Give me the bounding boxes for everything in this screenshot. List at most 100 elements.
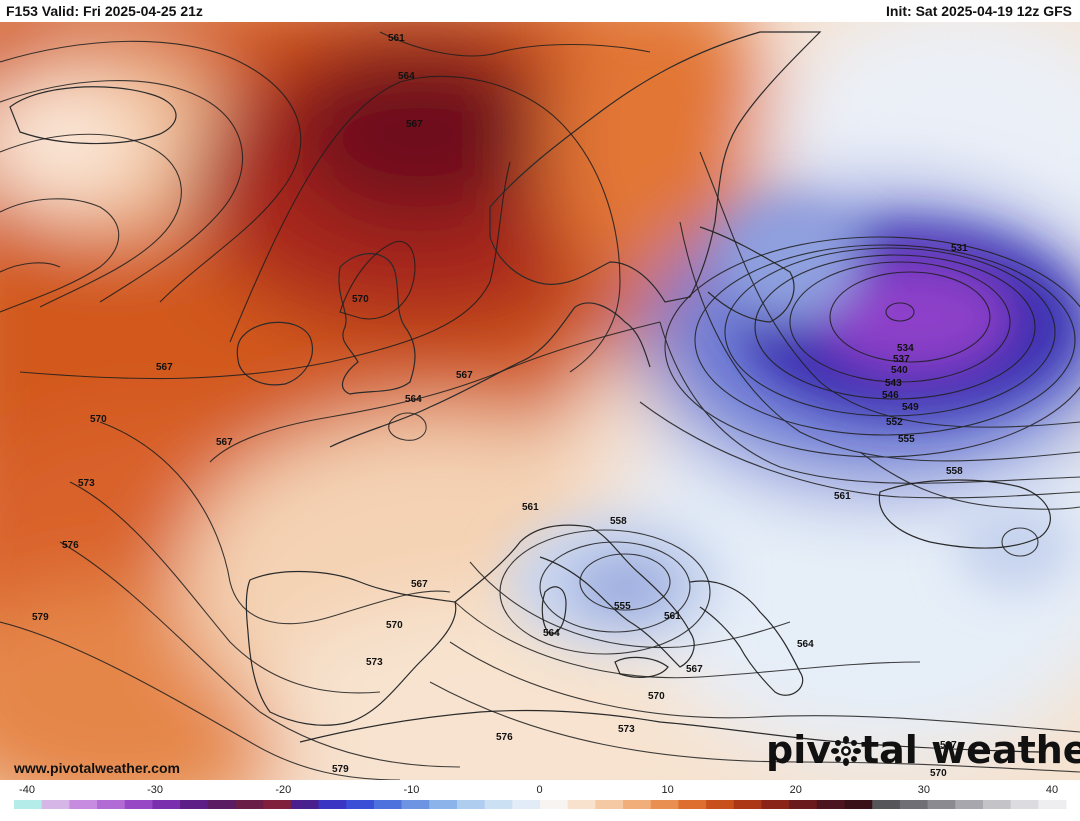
contour-label: 552	[886, 417, 903, 428]
colorbar-swatch	[456, 800, 486, 809]
colorbar-tick-labels: -40 -30 -20 -10 0 10 20 30 40	[19, 784, 1058, 796]
contour-label: 561	[388, 33, 405, 44]
colorbar-swatch	[595, 800, 624, 809]
height-contours	[0, 31, 1080, 780]
colorbar-swatch	[623, 800, 652, 809]
contour-label: 540	[891, 365, 908, 376]
contour-label: 531	[951, 243, 968, 254]
colorbar-swatch	[733, 800, 762, 809]
valid-time-label: F153 Valid: Fri 2025-04-25 21z	[6, 3, 203, 19]
colorbar-swatch	[401, 800, 430, 809]
colorbar-tick-label: -20	[275, 784, 291, 796]
map-svg: 561 564 567 570 567 567 564 567 570 573 …	[0, 22, 1080, 780]
colorbar-tick-label: 20	[790, 784, 802, 796]
color-scale-bar: -40 -30 -20 -10 0 10 20 30 40	[0, 780, 1080, 821]
header-bar: F153 Valid: Fri 2025-04-25 21z Init: Sat…	[0, 0, 1080, 22]
colorbar-swatch	[484, 800, 513, 809]
colorbar-swatch	[346, 800, 375, 809]
colorbar-tick-label: 10	[661, 784, 673, 796]
contour-label: 546	[882, 390, 899, 401]
contour-label: 561	[664, 611, 681, 622]
colorbar-swatch	[429, 800, 458, 809]
contour-label: 567	[156, 362, 173, 373]
contour-label: 573	[366, 657, 383, 668]
colorbar-swatch	[124, 800, 153, 809]
contour-label: 567	[940, 740, 957, 751]
colorbar-swatch	[318, 800, 347, 809]
weather-map: 561 564 567 570 567 567 564 567 570 573 …	[0, 22, 1080, 780]
colorbar-swatch	[373, 800, 403, 809]
contour-label: 567	[216, 437, 233, 448]
init-time-label: Init: Sat 2025-04-19 12z GFS	[886, 3, 1072, 19]
colorbar-swatch	[844, 800, 873, 809]
color-scale-svg: -40 -30 -20 -10 0 10 20 30 40	[14, 784, 1067, 809]
contour-label: 555	[614, 601, 631, 612]
contour-label: 570	[352, 294, 369, 305]
contour-label: 567	[411, 579, 428, 590]
colorbar-swatch	[789, 800, 818, 809]
contour-label: 558	[946, 466, 963, 477]
colorbar-swatch	[97, 800, 126, 809]
colorbar-swatch	[955, 800, 984, 809]
contour-label: 567	[686, 664, 703, 675]
colorbar-swatches	[14, 800, 1067, 809]
watermark-text-right: tal weather	[861, 728, 1080, 772]
contour-label: 543	[885, 378, 902, 389]
colorbar-swatch	[872, 800, 901, 809]
contour-label: 561	[834, 491, 851, 502]
colorbar-swatch	[290, 800, 320, 809]
contour-label: 573	[618, 724, 635, 735]
contour-label: 549	[902, 402, 919, 413]
colorbar-swatch	[263, 800, 292, 809]
colorbar-swatch	[207, 800, 236, 809]
colorbar-swatch	[1010, 800, 1039, 809]
contour-label: 570	[90, 414, 107, 425]
colorbar-swatch	[1038, 800, 1067, 809]
contour-label: 579	[32, 612, 49, 623]
contour-label: 570	[930, 768, 947, 779]
contour-label: 579	[332, 764, 349, 775]
contour-label: 576	[62, 540, 79, 551]
colorbar-swatch	[512, 800, 541, 809]
contour-label: 576	[496, 732, 513, 743]
colorbar-tick-label: 0	[536, 784, 542, 796]
colorbar-swatch	[706, 800, 735, 809]
colorbar-swatch	[152, 800, 181, 809]
colorbar-swatch	[927, 800, 956, 809]
temperature-field	[0, 22, 1080, 780]
contour-label: 537	[893, 354, 910, 365]
sun-flower-icon	[831, 736, 861, 766]
contour-labels: 561 564 567 570 567 567 564 567 570 573 …	[32, 33, 968, 779]
colorbar-swatch	[69, 800, 98, 809]
contour-label: 570	[648, 691, 665, 702]
contour-label: 561	[522, 502, 539, 513]
website-label: www.pivotalweather.com	[14, 760, 180, 776]
coastlines	[9, 31, 1051, 753]
colorbar-tick-label: 30	[918, 784, 930, 796]
contour-label: 555	[898, 434, 915, 445]
contour-label: 567	[406, 119, 423, 130]
watermark-text-left: piv	[766, 728, 831, 772]
colorbar-tick-label: -30	[147, 784, 163, 796]
contour-label: 567	[456, 370, 473, 381]
colorbar-swatch	[650, 800, 679, 809]
colorbar-swatch	[41, 800, 70, 809]
colorbar-swatch	[899, 800, 929, 809]
contour-label: 564	[797, 639, 814, 650]
colorbar-swatch	[180, 800, 209, 809]
contour-label: 564	[543, 628, 560, 639]
colorbar-tick-label: -40	[19, 784, 35, 796]
pivotal-weather-watermark: piv tal weather	[766, 728, 1080, 772]
contour-label: 534	[897, 343, 914, 354]
colorbar-swatch	[540, 800, 569, 809]
colorbar-tick-label: 40	[1046, 784, 1058, 796]
colorbar-swatch	[982, 800, 1012, 809]
contour-label: 564	[398, 71, 415, 82]
colorbar-swatch	[235, 800, 264, 809]
contour-label: 573	[78, 478, 95, 489]
colorbar-tick-label: -10	[403, 784, 419, 796]
contour-label: 558	[610, 516, 627, 527]
contour-label: 570	[386, 620, 403, 631]
colorbar-swatch	[816, 800, 846, 809]
